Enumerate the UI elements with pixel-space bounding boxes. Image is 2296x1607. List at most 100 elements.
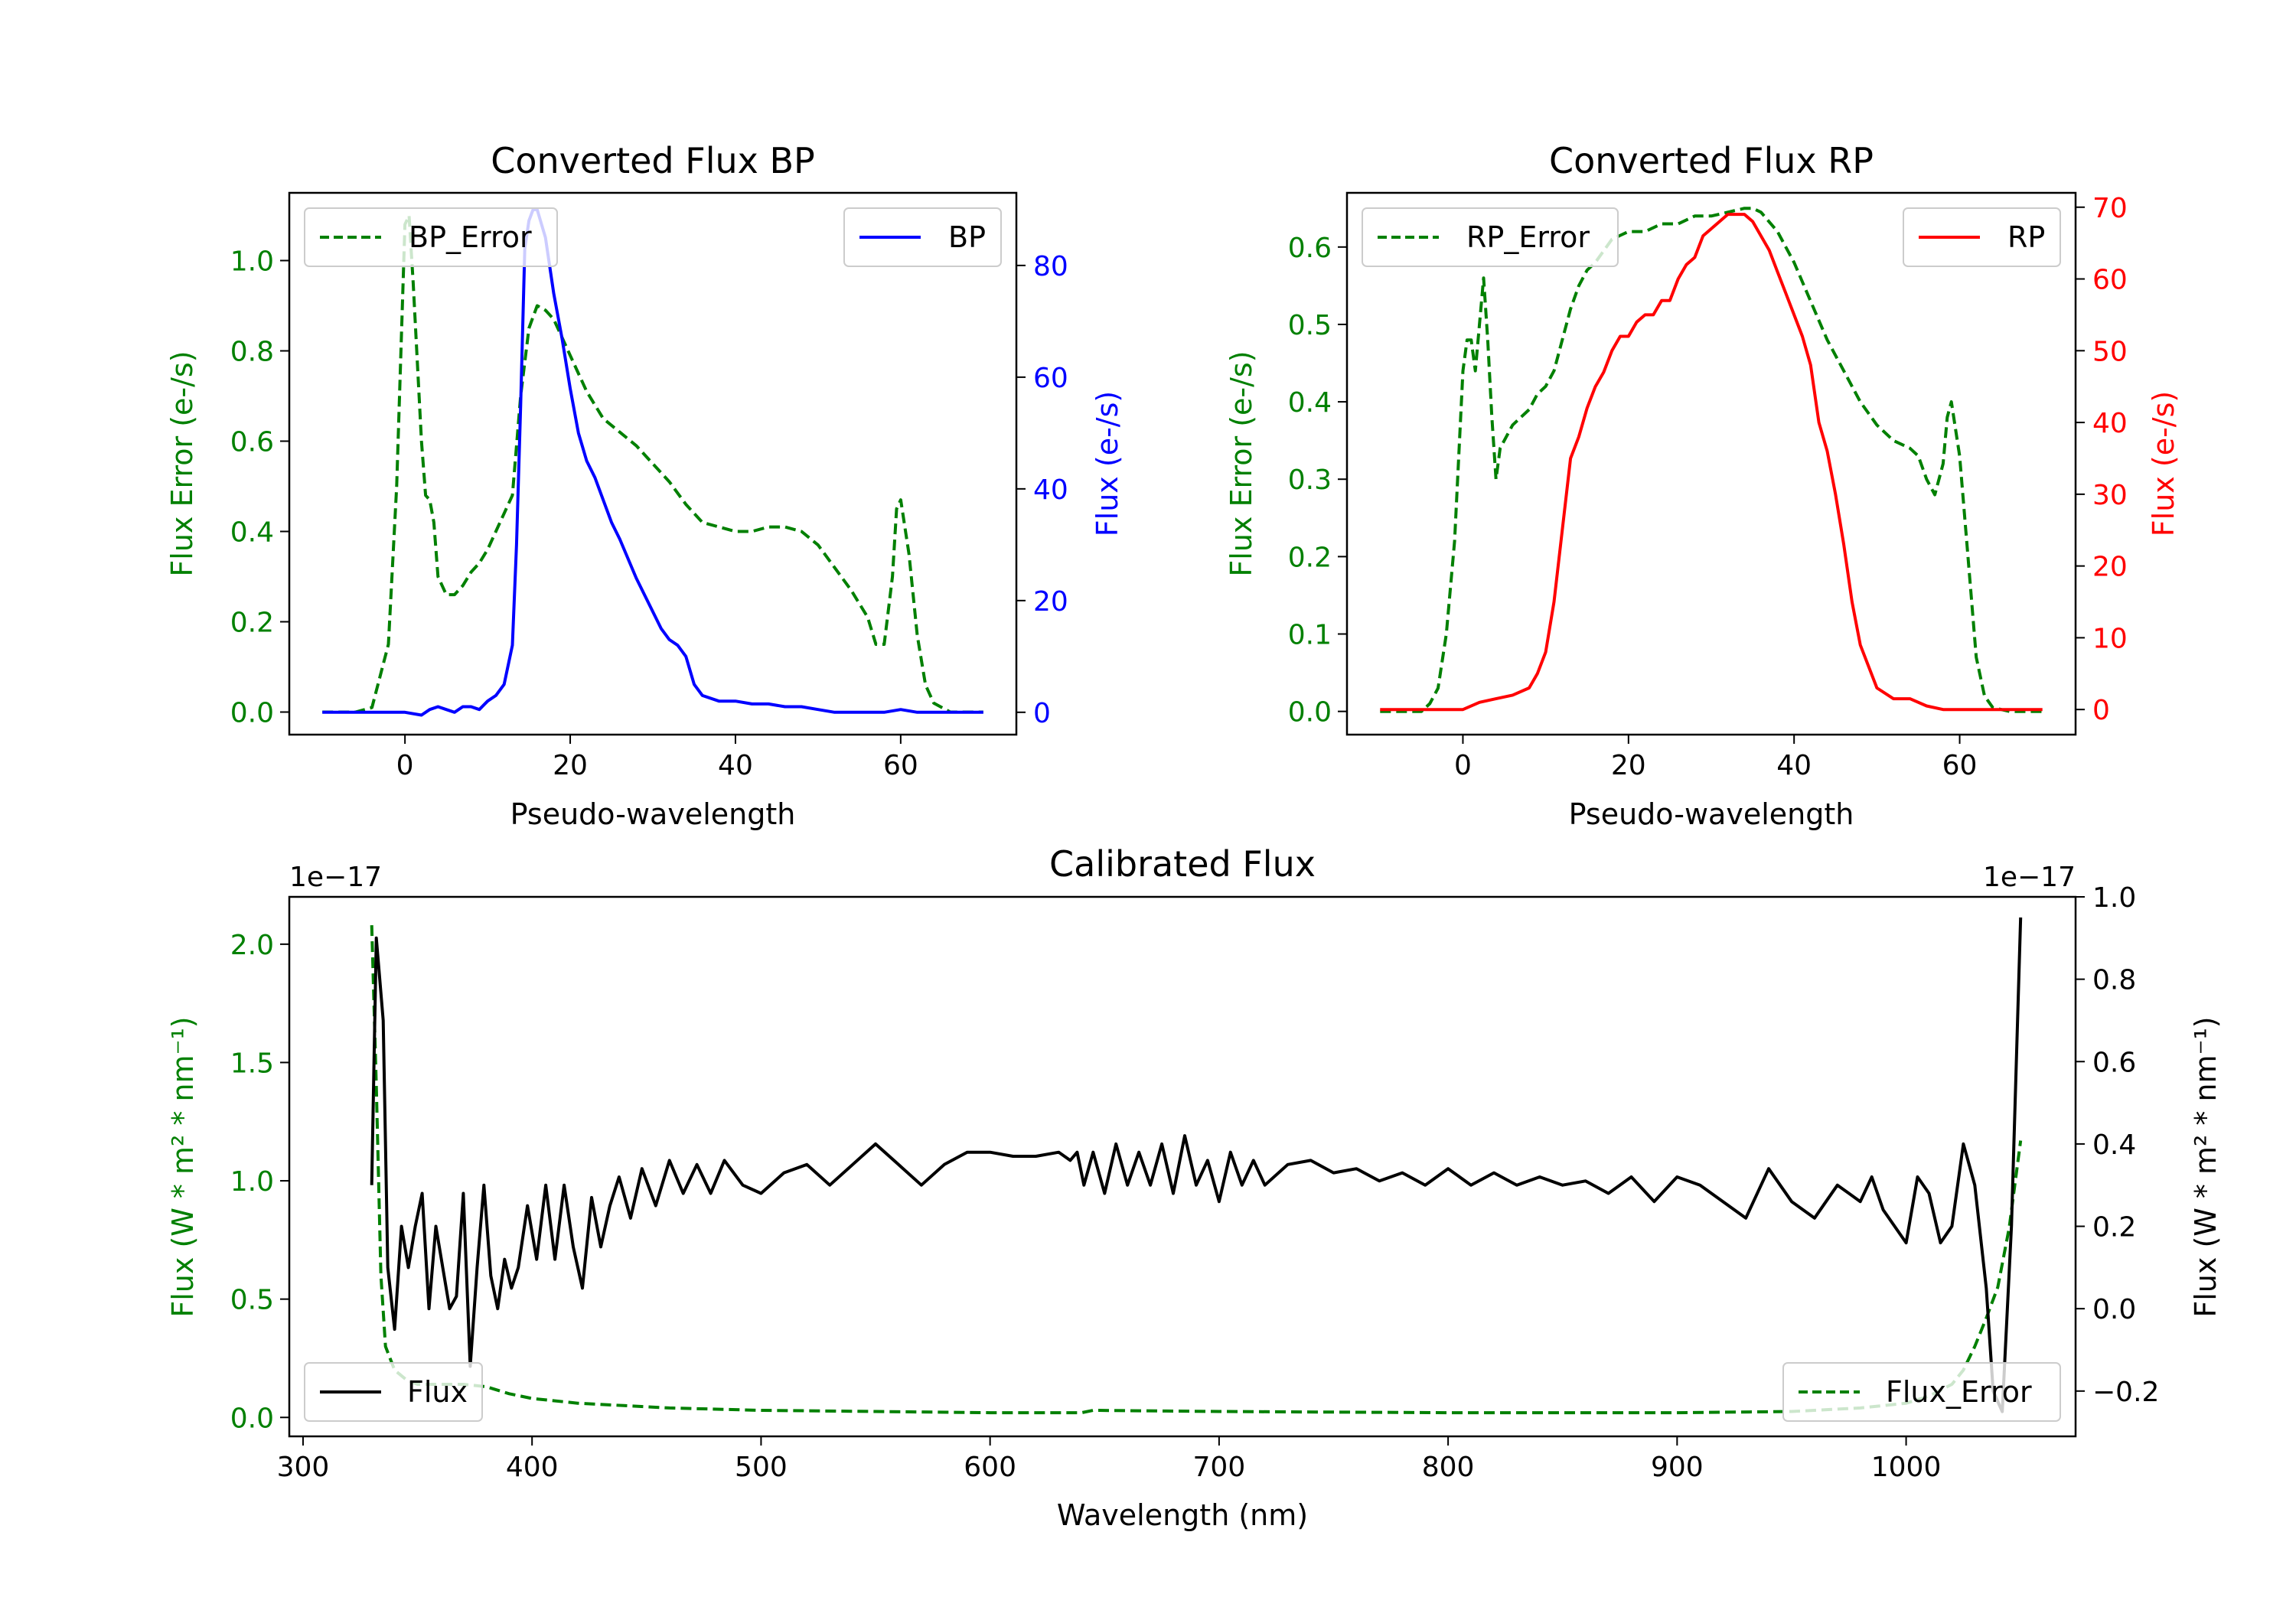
legend-label-rp: RP: [2007, 220, 2045, 254]
legend-box: [304, 207, 558, 267]
y-right-tick-label: 10: [2092, 623, 2128, 654]
y-right-tick-label: 30: [2092, 480, 2128, 511]
legend-label-bp: BP: [948, 220, 986, 254]
chart-rp-frame: [1345, 191, 2077, 736]
y-right-tick-label: 70: [2092, 193, 2128, 224]
chart-calibrated-legend-flux: Flux: [304, 1362, 483, 1422]
chart-calibrated-offset-left: 1e−17: [289, 862, 382, 893]
x-tick-label: 900: [1651, 1452, 1704, 1483]
chart-rp-legend-flux: RP: [1903, 207, 2061, 267]
y-right-tick-label: 40: [1033, 474, 1068, 506]
series-line-rp: [1380, 213, 2043, 712]
chart-rp-title: Converted Flux RP: [1549, 140, 1874, 181]
legend-box: [1782, 1362, 2061, 1422]
y-right-tick-label: 0.4: [2092, 1129, 2136, 1161]
y-right-tick-label: 0: [2092, 695, 2110, 726]
x-tick-label: 20: [553, 750, 588, 781]
y-right-tick-label: 0.8: [2092, 965, 2136, 996]
y-right-tick-label: 0: [1033, 698, 1051, 729]
y-left-tick-label: 0.3: [1288, 464, 1332, 496]
chart-rp-ticks: 0 20 40 60 0.0 0.1 0.2 0.3 0.4 0.5 0.6 0 10 20 30 40 50 6…: [1288, 193, 2128, 781]
chart-calibrated-offset-right: 1e−17: [1983, 862, 2076, 893]
y-left-tick-label: 0.0: [1288, 697, 1332, 729]
y-right-tick-label: 40: [2092, 408, 2128, 439]
chart-bp-series-group: [322, 207, 983, 717]
x-tick-label: 1000: [1871, 1452, 1942, 1483]
chart-rp-ylabel-left: Flux Error (e-/s): [1225, 350, 1258, 576]
x-tick-label: 800: [1422, 1452, 1475, 1483]
series-line-bp: [322, 207, 983, 717]
legend-label-rp-error: RP_Error: [1466, 220, 1590, 254]
y-left-tick-label: 0.2: [1288, 542, 1332, 573]
y-left-tick-label: 0.5: [1288, 310, 1332, 341]
y-left-tick-label: 0.0: [230, 698, 274, 729]
x-tick-label: 600: [964, 1452, 1016, 1483]
x-tick-label: 0: [1454, 750, 1472, 781]
y-left-tick-label: 2.0: [230, 930, 274, 961]
chart-rp-xlabel: Pseudo-wavelength: [1569, 797, 1854, 831]
y-left-tick-label: 0.1: [1288, 620, 1332, 651]
y-left-tick-label: 0.0: [230, 1403, 274, 1434]
y-right-tick-label: −0.2: [2092, 1377, 2159, 1408]
y-right-tick-label: 60: [2092, 265, 2128, 296]
x-tick-label: 40: [1776, 750, 1812, 781]
x-tick-label: 400: [506, 1452, 559, 1483]
x-tick-label: 60: [883, 750, 918, 781]
x-tick-label: 40: [718, 750, 753, 781]
chart-calibrated-ticks: 300 400 500 600 700 800 900 1000 0.0 0.5 1.0 1.5 2.0…: [230, 882, 2160, 1483]
y-left-tick-label: 0.5: [230, 1285, 274, 1316]
y-right-tick-label: 60: [1033, 363, 1068, 394]
legend-label-flux-error: Flux_Error: [1886, 1375, 2032, 1409]
chart-rp-series-group: [1380, 207, 2043, 713]
y-right-tick-label: 50: [2092, 336, 2128, 367]
y-left-tick-label: 0.8: [230, 337, 274, 368]
chart-calibrated-ylabel-left: Flux (W * m² * nm⁻¹): [166, 1016, 200, 1317]
chart-bp-xlabel: Pseudo-wavelength: [510, 797, 796, 831]
chart-bp-legend-error: BP_Error: [304, 207, 558, 267]
chart-bp: Converted Flux BP 0 20 40 60 0.0 0.2 0.4 0.6 0.8…: [165, 140, 1124, 831]
y-left-tick-label: 0.6: [230, 427, 274, 458]
y-right-tick-label: 0.2: [2092, 1212, 2136, 1244]
chart-calibrated-title: Calibrated Flux: [1049, 843, 1316, 885]
y-right-tick-label: 20: [2092, 552, 2128, 583]
legend-box: [1362, 207, 1619, 267]
y-left-tick-label: 1.5: [230, 1048, 274, 1079]
chart-rp-legend-error: RP_Error: [1362, 207, 1619, 267]
legend-label-bp-error: BP_Error: [409, 220, 532, 254]
x-tick-label: 0: [396, 750, 414, 781]
legend-box: [1903, 207, 2061, 267]
chart-calibrated-frame: [288, 895, 2077, 1438]
x-tick-label: 60: [1942, 750, 1978, 781]
chart-bp-title: Converted Flux BP: [491, 140, 815, 181]
chart-bp-frame: [288, 191, 1018, 736]
chart-rp: Converted Flux RP 0 20 40 60 0.0 0.1 0.2 0.3 0.4…: [1225, 140, 2180, 831]
chart-bp-ylabel-left: Flux Error (e-/s): [165, 350, 199, 576]
y-left-tick-label: 0.4: [1288, 387, 1332, 419]
chart-bp-legend-flux: BP: [843, 207, 1002, 267]
legend-label-flux: Flux: [407, 1375, 468, 1409]
y-right-tick-label: 20: [1033, 586, 1068, 618]
series-line-flux: [370, 917, 2023, 1413]
chart-calibrated-xlabel: Wavelength (nm): [1057, 1498, 1308, 1532]
x-tick-label: 500: [735, 1452, 788, 1483]
legend-box: [304, 1362, 483, 1422]
series-line-rp-error: [1380, 207, 2043, 713]
x-tick-label: 300: [277, 1452, 330, 1483]
y-right-tick-label: 0.0: [2092, 1294, 2136, 1325]
y-left-tick-label: 0.4: [230, 517, 274, 549]
x-tick-label: 700: [1193, 1452, 1246, 1483]
y-right-tick-label: 0.6: [2092, 1047, 2136, 1078]
chart-bp-ylabel-right: Flux (e-/s): [1091, 391, 1124, 536]
chart-rp-ylabel-right: Flux (e-/s): [2147, 391, 2180, 536]
chart-calibrated-ylabel-right: Flux (W * m² * nm⁻¹): [2189, 1016, 2223, 1317]
y-left-tick-label: 0.2: [230, 608, 274, 639]
y-left-tick-label: 0.6: [1288, 233, 1332, 264]
series-line-bp-error: [322, 214, 983, 714]
y-right-tick-label: 1.0: [2092, 882, 2136, 914]
y-left-tick-label: 1.0: [230, 246, 274, 278]
chart-calibrated-legend-error: Flux_Error: [1782, 1362, 2061, 1422]
x-tick-label: 20: [1611, 750, 1646, 781]
y-left-tick-label: 1.0: [230, 1166, 274, 1198]
